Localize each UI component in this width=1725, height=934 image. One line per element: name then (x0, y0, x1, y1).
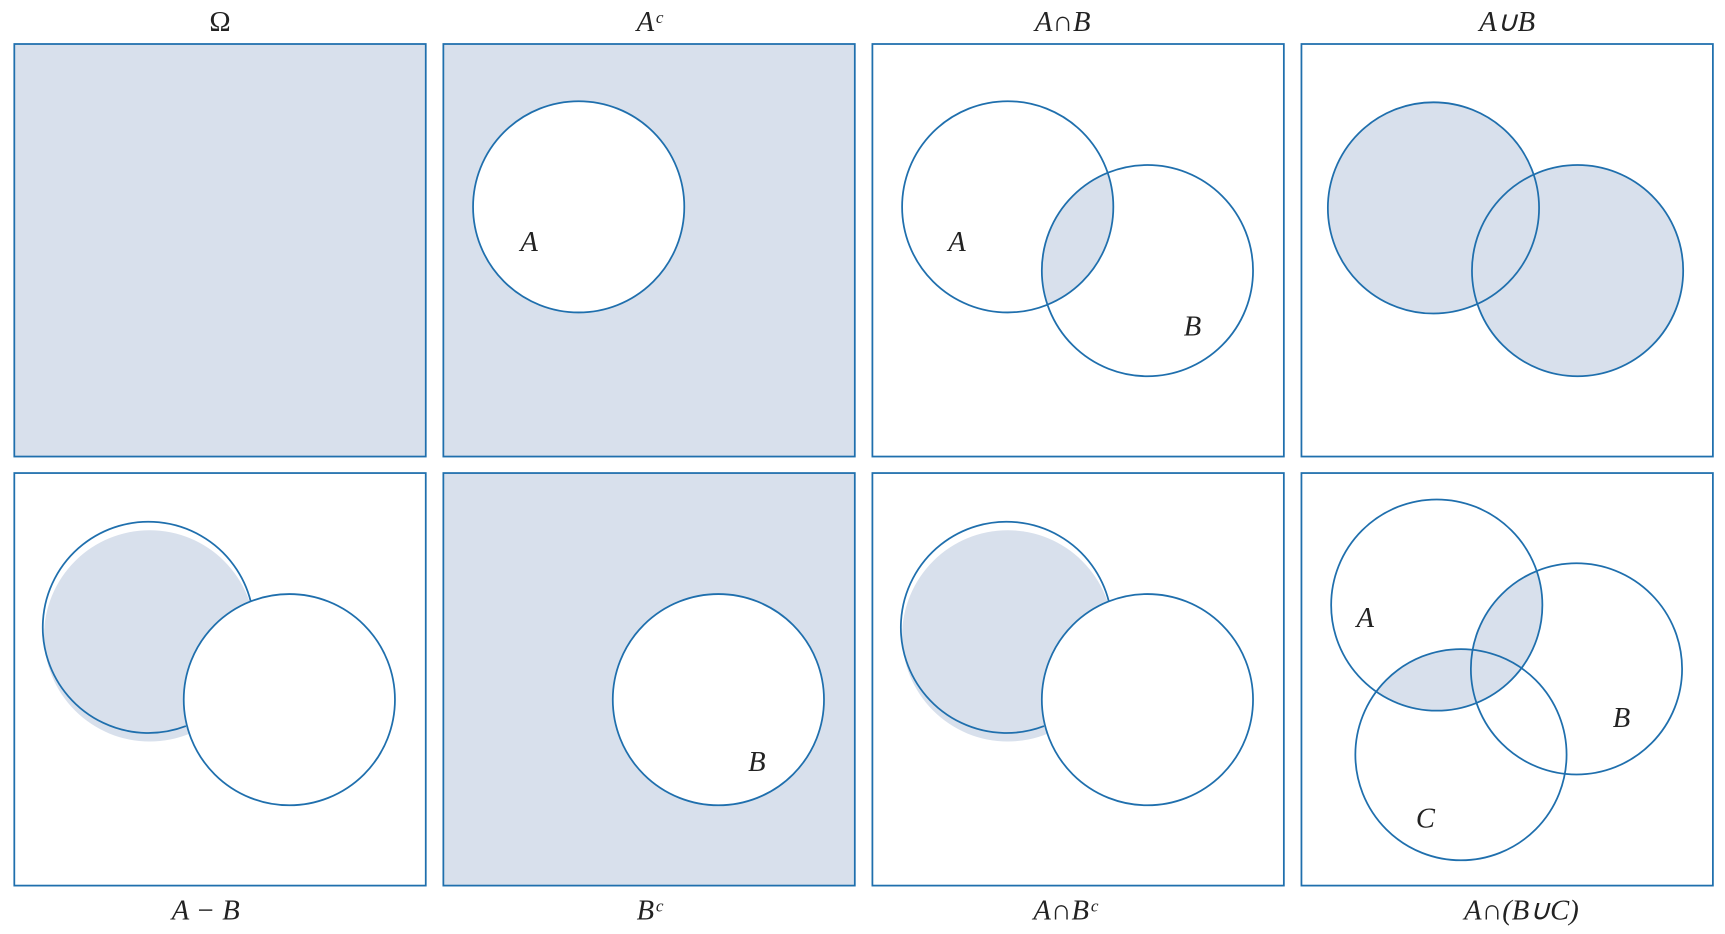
caption-a-minus-b: A − B (170, 896, 240, 927)
circle-a (1326, 101, 1540, 315)
panel-a-intersect-b-union-c: A B C A∩(B∪C) (1300, 472, 1714, 927)
circle-b (182, 593, 396, 807)
panel-a-union-b: A∪B (1300, 7, 1714, 458)
circle-b (1469, 562, 1683, 776)
circle-b (1040, 164, 1254, 378)
circle-b (611, 593, 825, 807)
circle-a (472, 100, 686, 314)
circle-a-outline (41, 520, 252, 734)
caption-a-union-b: A∪B (1477, 7, 1535, 38)
label-b: B (1613, 703, 1630, 734)
label-a: A (1354, 603, 1374, 634)
label-b: B (748, 747, 765, 778)
panel-a-complement: A Aᶜ (442, 7, 856, 458)
panel-a-intersect-b-complement: A∩Bᶜ (871, 472, 1285, 927)
label-a: A (946, 227, 966, 258)
circle-a (901, 100, 1115, 314)
sample-space-box (13, 43, 427, 458)
caption-a-intersect-b-union-c: A∩(B∪C) (1462, 896, 1579, 927)
caption-a-intersect-b-complement: A∩Bᶜ (1031, 896, 1099, 927)
circle-a-outline (899, 520, 1110, 734)
circle-c (1354, 648, 1568, 862)
caption-omega: Ω (209, 7, 230, 38)
intersection-region (1041, 165, 1114, 313)
label-c: C (1416, 803, 1436, 834)
circle-b (1471, 164, 1685, 378)
panel-b-complement: B Bᶜ (442, 472, 856, 927)
label-a: A (518, 227, 538, 258)
label-b: B (1184, 312, 1201, 343)
circle-a (1330, 498, 1544, 712)
panel-omega: Ω (13, 7, 427, 458)
circle-b (1040, 593, 1254, 807)
panel-a-intersect-b: A B A∩B (871, 7, 1285, 458)
caption-b-complement: Bᶜ (637, 896, 664, 927)
panel-a-minus-b: A − B (13, 472, 427, 927)
caption-a-complement: Aᶜ (635, 7, 664, 38)
caption-a-intersect-b: A∩B (1033, 7, 1091, 38)
